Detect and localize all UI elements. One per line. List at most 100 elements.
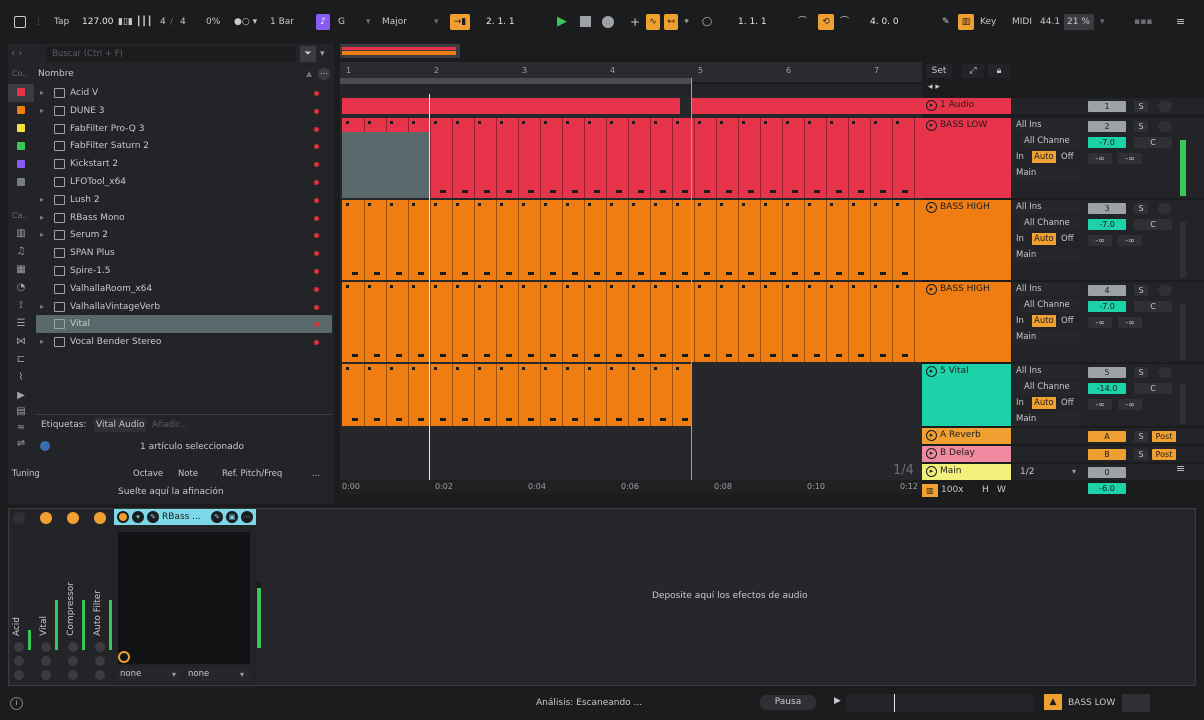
rack-more-icon[interactable]: ⋯ (241, 511, 253, 523)
browser-item[interactable]: SPAN Plus (36, 244, 332, 262)
monitor-auto[interactable]: Auto (1032, 397, 1056, 409)
browser-item[interactable]: LFOTool_x64 (36, 173, 332, 191)
device-power-icon[interactable] (94, 512, 106, 524)
capture-icon[interactable]: ⌖ (684, 17, 690, 27)
nav-back-forward-icon[interactable]: ◂ ▸ (928, 82, 940, 92)
monitor-auto[interactable]: Auto (1032, 315, 1056, 327)
browser-item[interactable]: Kickstart 2 (36, 155, 332, 173)
set-button[interactable]: Set (926, 64, 952, 78)
plugin-select-2[interactable]: none (186, 668, 250, 681)
collection-dot-icon[interactable] (314, 126, 319, 132)
instruments-icon[interactable]: ◔ (16, 282, 26, 293)
draw-mode-icon[interactable]: ✎ (942, 17, 950, 27)
device-control-icon[interactable] (41, 656, 51, 666)
monitor-off[interactable]: Off (1061, 398, 1074, 408)
status-info-icon[interactable]: i (10, 697, 23, 710)
browser-item[interactable]: FabFilter Saturn 2 (36, 137, 332, 155)
browser-item[interactable]: ▸ Serum 2 (36, 226, 332, 244)
send-b-value[interactable]: -∞ (1118, 153, 1142, 164)
session-record-icon[interactable]: ◯ (702, 17, 713, 27)
collection-dot-icon[interactable] (314, 91, 319, 96)
song-position[interactable]: 2. 1. 1 (486, 17, 515, 27)
collection-yellow-icon[interactable] (17, 124, 25, 132)
collection-dot-icon[interactable] (314, 233, 319, 239)
volume-field[interactable]: -7.0 (1088, 219, 1126, 230)
h-button[interactable]: H (982, 485, 989, 495)
browser-search-input[interactable]: Buscar (Ctrl + F) (46, 46, 296, 62)
volume-field[interactable]: -14.0 (1088, 383, 1126, 394)
expand-arrow-icon[interactable]: ▸ (40, 105, 45, 115)
key-map-button[interactable]: Key (980, 17, 997, 27)
midi-clip-vital[interactable] (342, 364, 692, 426)
track-number[interactable]: 3 (1088, 203, 1126, 214)
monitor-auto[interactable]: Auto (1032, 151, 1056, 163)
collection-green-icon[interactable] (17, 142, 25, 150)
input-type-select[interactable]: All Ins (1013, 365, 1081, 378)
nav-arrows-icon[interactable]: ‹ › (8, 48, 23, 59)
device-control-icon[interactable] (68, 670, 78, 680)
input-channel-select[interactable]: All Channe (1021, 217, 1081, 230)
filter-icon[interactable]: ⏷ (300, 46, 316, 62)
status-play-icon[interactable]: ▶ (834, 696, 841, 706)
plugin-display[interactable] (118, 532, 250, 664)
device-column[interactable]: Vital (37, 510, 61, 680)
track-fold-icon[interactable]: ▸ (926, 100, 937, 111)
midi-clip-bass-high[interactable] (342, 282, 922, 362)
follow-icon[interactable]: ●○ ▾ (234, 17, 258, 27)
key-root-chevron-icon[interactable]: ▾ (366, 17, 371, 27)
pan-field[interactable]: C (1134, 219, 1172, 230)
clips-icon[interactable]: ▶ (17, 390, 25, 401)
track-fold-icon[interactable]: ▸ (926, 366, 937, 377)
track-number[interactable]: 1 (1088, 101, 1126, 112)
modulators-icon[interactable]: ⋈ (16, 336, 26, 347)
track-header[interactable]: ▸ B Delay (922, 446, 1011, 462)
device-control-icon[interactable] (14, 670, 24, 680)
output-select[interactable]: Main (1013, 331, 1081, 344)
arm-record-icon[interactable] (1158, 121, 1172, 132)
track-fold-icon[interactable]: ▸ (926, 202, 937, 213)
loop-length[interactable]: 4. 0. 0 (870, 17, 899, 27)
monitor-off[interactable]: Off (1061, 152, 1074, 162)
drop-effects-hint[interactable]: Deposite aquí los efectos de audio (652, 591, 808, 601)
w-button[interactable]: W (997, 485, 1006, 495)
track-header[interactable]: ▸ BASS LOW (922, 118, 1011, 198)
monitor-in[interactable]: In (1016, 316, 1024, 326)
track-warning-icon[interactable]: ▲ (1044, 694, 1062, 710)
overview-strip[interactable] (340, 44, 460, 58)
send-mode[interactable]: Post (1152, 431, 1176, 442)
keyboard-icon[interactable]: ▥ (958, 14, 974, 30)
volume-field[interactable]: -6.0 (1088, 483, 1126, 494)
device-control-icon[interactable] (14, 642, 24, 652)
expand-arrow-icon[interactable]: ▸ (40, 230, 45, 240)
punch-in-icon[interactable]: ⌒ (798, 17, 808, 27)
swing-field[interactable]: 0% (206, 17, 221, 27)
filter-chevron-icon[interactable]: ▾ (320, 49, 325, 59)
collection-red-icon[interactable] (17, 88, 25, 96)
plugins-icon[interactable]: ⌇ (18, 372, 24, 383)
collection-dot-icon[interactable] (314, 304, 319, 310)
send-mode[interactable]: Post (1152, 449, 1176, 460)
return-letter[interactable]: A (1088, 431, 1126, 442)
send-a-value[interactable]: -∞ (1088, 153, 1112, 164)
arm-record-icon[interactable] (1158, 285, 1172, 296)
browser-item[interactable]: ▸ Acid V (36, 84, 332, 102)
device-column[interactable]: Acid (10, 510, 34, 680)
collection-dot-icon[interactable] (314, 251, 319, 257)
info-icon[interactable] (40, 441, 50, 451)
record-icon[interactable] (602, 16, 614, 28)
plugin-knob-icon[interactable] (118, 651, 130, 663)
device-control-icon[interactable] (68, 656, 78, 666)
grooves-icon[interactable]: ▤ (16, 406, 26, 417)
browser-item[interactable]: ▸ ValhallaVintageVerb (36, 298, 332, 316)
device-control-icon[interactable] (95, 642, 105, 652)
mini-overview[interactable] (846, 694, 1034, 712)
output-select[interactable]: Main (1013, 249, 1081, 262)
monitor-off[interactable]: Off (1061, 234, 1074, 244)
metronome-icon[interactable]: ▮▯▮ (118, 17, 133, 27)
return-letter[interactable]: B (1088, 449, 1126, 460)
track-header[interactable]: ▸ 1 Audio (922, 98, 1011, 114)
device-power-icon[interactable] (40, 512, 52, 524)
rack-map-icon[interactable]: ✎ (211, 511, 223, 523)
stop-icon[interactable] (580, 16, 591, 27)
plugin-select-1[interactable]: none (118, 668, 182, 681)
